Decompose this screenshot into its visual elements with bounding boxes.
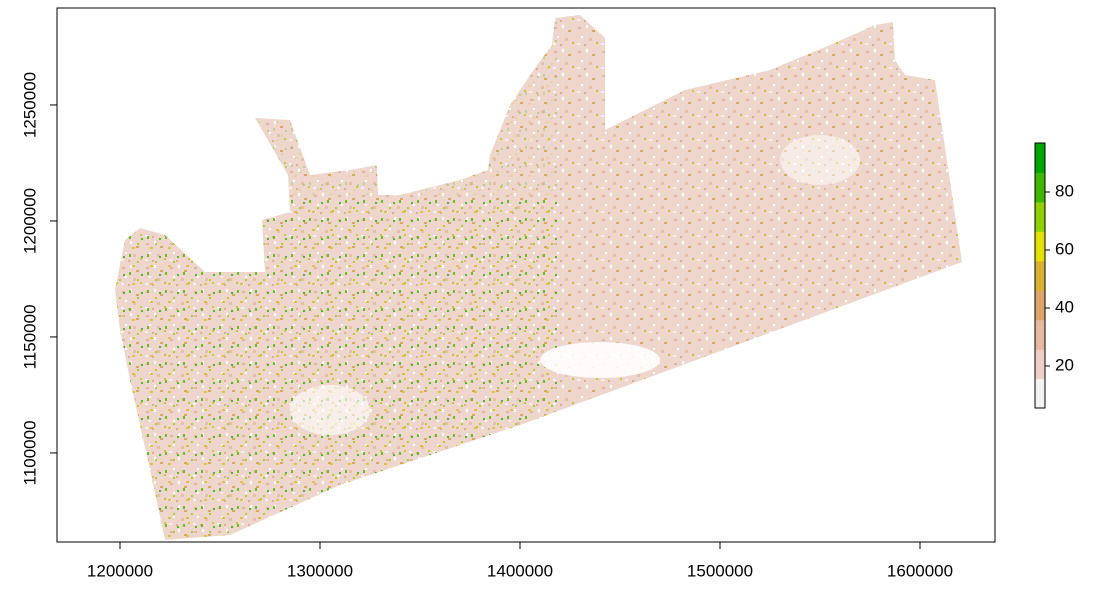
colorbar-step (1035, 261, 1045, 291)
x-tick-label: 1300000 (287, 561, 353, 580)
colorbar-step (1035, 349, 1045, 379)
colorbar-step (1035, 290, 1045, 320)
colorbar-step (1035, 172, 1045, 202)
x-tick-label: 1600000 (887, 561, 953, 580)
colorbar-step (1035, 379, 1045, 409)
y-tick-label: 1200000 (20, 188, 39, 254)
colorbar-step (1035, 143, 1045, 173)
raster (57, 8, 995, 542)
x-tick-label: 1200000 (87, 561, 153, 580)
colorbar-step (1035, 231, 1045, 261)
colorbar-step (1035, 320, 1045, 350)
colorbar-tick-label: 20 (1055, 355, 1074, 374)
colorbar-tick-label: 80 (1055, 181, 1074, 200)
chart: 1200000 1300000 1400000 1500000 1600000 11000… (0, 0, 1095, 596)
colorbar-tick-label: 60 (1055, 239, 1074, 258)
y-tick-label: 1150000 (20, 304, 39, 369)
x-tick-label: 1400000 (487, 561, 553, 580)
y-tick-label: 1100000 (20, 420, 39, 485)
colorbar-step (1035, 202, 1045, 232)
colorbar-tick-label: 40 (1055, 297, 1074, 316)
y-tick-label: 1250000 (20, 72, 39, 138)
x-tick-label: 1500000 (687, 561, 753, 580)
